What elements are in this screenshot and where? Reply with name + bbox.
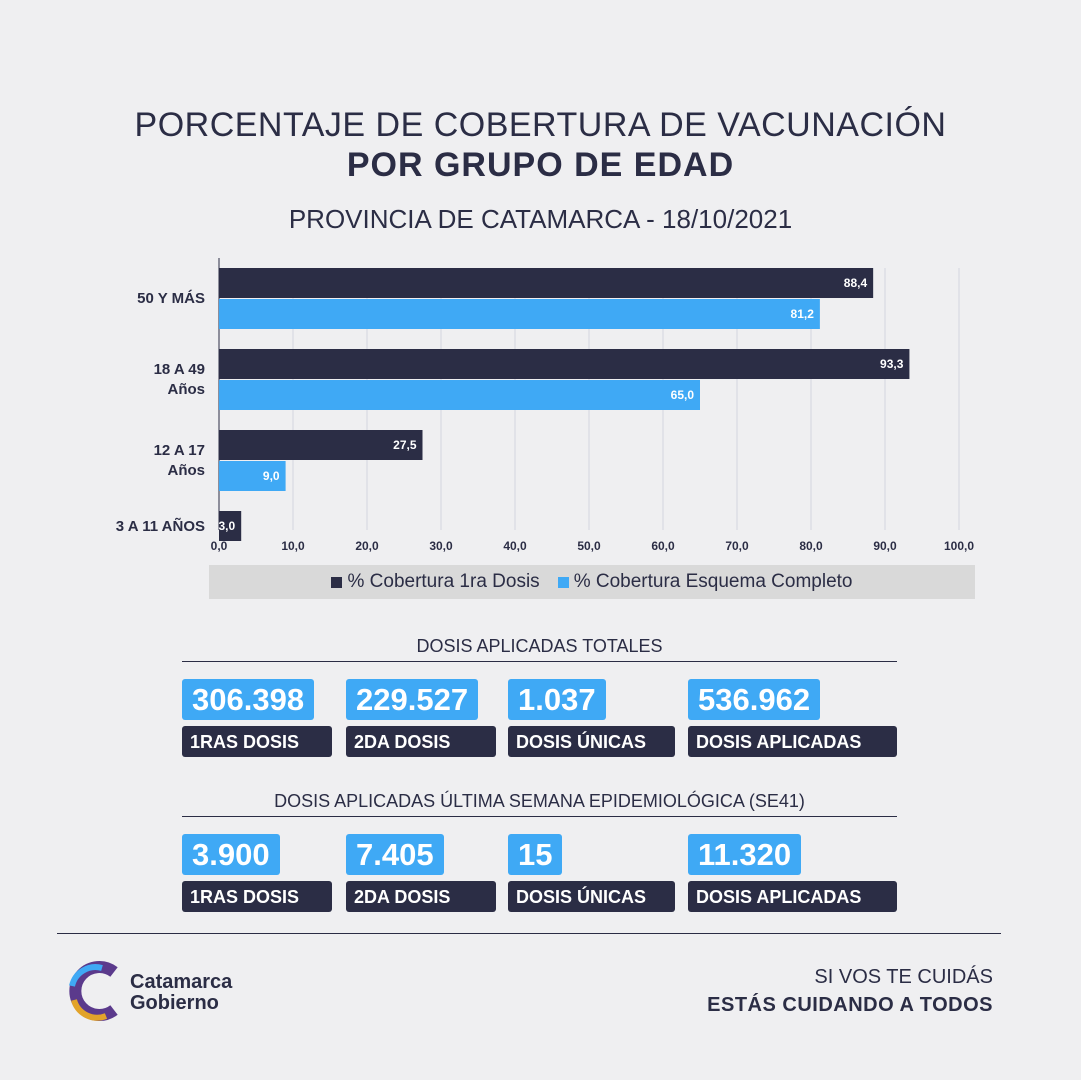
bar bbox=[219, 461, 286, 491]
legend-swatch bbox=[331, 576, 343, 588]
legend-swatch bbox=[557, 576, 569, 588]
x-tick-label: 100,0 bbox=[944, 539, 974, 553]
section-title: DOSIS APLICADAS TOTALES bbox=[182, 636, 897, 662]
caption: PROVINCIA DE CATAMARCA - 18/10/2021 bbox=[288, 204, 793, 234]
stat-label: 1RAS DOSIS bbox=[182, 881, 332, 912]
x-tick-label: 70,0 bbox=[725, 539, 749, 553]
stat-value: 15 bbox=[508, 834, 563, 875]
stat-value: 1.037 bbox=[508, 679, 606, 720]
bar bbox=[219, 380, 700, 410]
y-tick-label: 12 A 17 Años bbox=[153, 442, 205, 479]
brand-line: Catamarca bbox=[130, 971, 233, 993]
value-label: 81,2 bbox=[791, 307, 815, 321]
chart: 0,0 10,0 20,0 30,0 40,0 50,0 60,0 70,0 80,0 90,0 1… bbox=[211, 258, 974, 553]
y-tick-label: 50 Y MÁS bbox=[137, 290, 205, 307]
stat-value: 536.962 bbox=[688, 679, 821, 720]
x-tick-label: 80,0 bbox=[799, 539, 823, 553]
legend: % Cobertura 1ra Dosis % Cobertura Esquema… bbox=[209, 565, 975, 599]
value-label: 9,0 bbox=[263, 469, 280, 483]
logo bbox=[69, 961, 118, 1021]
value-label: 27,5 bbox=[393, 438, 417, 452]
bar bbox=[219, 430, 423, 460]
stat-label: 2DA DOSIS bbox=[346, 726, 496, 757]
x-tick-label: 40,0 bbox=[503, 539, 527, 553]
value-label: 3,0 bbox=[219, 519, 236, 533]
value-label: 93,3 bbox=[880, 357, 904, 371]
stat-value: 306.398 bbox=[182, 679, 315, 720]
legend-item: % Cobertura Esquema Completo bbox=[557, 571, 853, 593]
value-label: 88,4 bbox=[844, 276, 868, 290]
stat-label: DOSIS ÚNICAS bbox=[508, 881, 675, 912]
logo-accent bbox=[69, 964, 103, 987]
bar bbox=[219, 299, 820, 329]
x-tick-label: 30,0 bbox=[429, 539, 453, 553]
tagline-line: SI VOS TE CUIDÁS bbox=[814, 966, 993, 988]
stat-value: 229.527 bbox=[346, 679, 479, 720]
x-tick-label: 10,0 bbox=[281, 539, 305, 553]
x-tick-label: 60,0 bbox=[651, 539, 675, 553]
stat-label: 2DA DOSIS bbox=[346, 881, 496, 912]
stat-label: DOSIS APLICADAS bbox=[688, 881, 897, 912]
y-tick-label: 3 A 11 AÑOS bbox=[115, 517, 205, 535]
brand-line: Gobierno bbox=[130, 992, 219, 1014]
stat-value: 3.900 bbox=[182, 834, 280, 875]
x-tick-label: 90,0 bbox=[873, 539, 897, 553]
tagline-line: ESTÁS CUIDANDO A TODOS bbox=[707, 994, 993, 1016]
legend-label: % Cobertura Esquema Completo bbox=[573, 571, 853, 592]
stat-label: 1RAS DOSIS bbox=[182, 726, 332, 757]
legend-label: % Cobertura 1ra Dosis bbox=[347, 571, 540, 592]
subtitle: POR GRUPO DE EDAD bbox=[346, 146, 735, 184]
bar bbox=[219, 268, 874, 298]
stat-value: 7.405 bbox=[346, 834, 444, 875]
tagline: SI VOS TE CUIDÁS ESTÁS CUIDANDO A TODOS bbox=[707, 963, 993, 1019]
x-tick-label: 50,0 bbox=[577, 539, 601, 553]
x-tick-label: 0,0 bbox=[211, 539, 228, 553]
footer-rule bbox=[57, 933, 1001, 934]
stat-label: DOSIS ÚNICAS bbox=[508, 726, 675, 757]
y-tick-label: 18 A 49 Años bbox=[153, 361, 205, 398]
value-label: 65,0 bbox=[671, 388, 695, 402]
stat-label: DOSIS APLICADAS bbox=[688, 726, 897, 757]
section-title: DOSIS APLICADAS ÚLTIMA SEMANA EPIDEMIOLÓ… bbox=[182, 791, 897, 817]
brand: Catamarca Gobierno bbox=[130, 972, 232, 1014]
bar bbox=[219, 511, 242, 541]
logo-accent bbox=[71, 999, 108, 1021]
x-tick-label: 20,0 bbox=[355, 539, 379, 553]
legend-item: % Cobertura 1ra Dosis bbox=[331, 571, 540, 593]
title: PORCENTAJE DE COBERTURA DE VACUNACIÓN bbox=[134, 106, 947, 144]
bar bbox=[219, 349, 910, 379]
stat-value: 11.320 bbox=[688, 834, 802, 875]
